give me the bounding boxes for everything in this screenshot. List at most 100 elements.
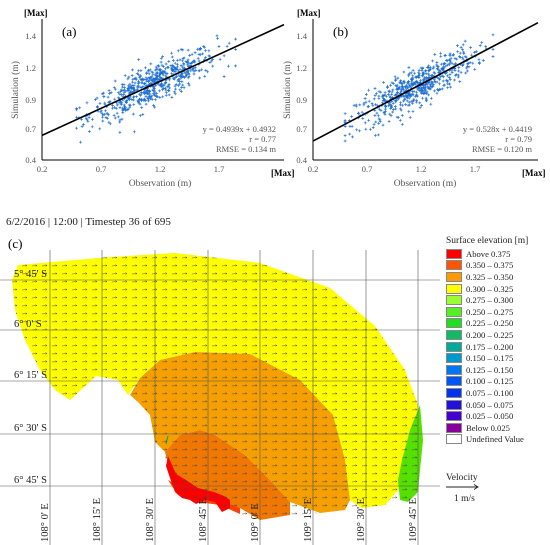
scatter-point	[446, 74, 449, 78]
scatter-point	[145, 79, 149, 83]
scatter-point	[166, 65, 170, 69]
scatter-point	[135, 95, 138, 98]
scatter-point	[450, 69, 454, 73]
scatter-point	[393, 99, 397, 103]
lon-label-10930: 109° 30' E	[356, 498, 367, 542]
scatter-point	[402, 88, 406, 92]
scatter-point	[186, 81, 190, 85]
scatter-point	[435, 61, 439, 64]
scatter-point	[148, 92, 152, 96]
scatter-point	[133, 81, 137, 85]
scatter-point	[407, 83, 411, 87]
scatter-point	[402, 79, 406, 83]
lon-label-10845: 108° 45' E	[198, 498, 209, 542]
x-max-label-a: [Max]	[271, 168, 295, 178]
scatter-point	[411, 99, 415, 103]
scatter-point	[155, 92, 158, 95]
legend-swatch	[446, 399, 462, 410]
scatter-point	[138, 97, 141, 101]
scatter-point	[158, 71, 162, 75]
scatter-point	[396, 86, 400, 90]
scatter-point	[412, 97, 416, 101]
scatter-point	[113, 105, 116, 109]
scatter-point	[100, 112, 104, 116]
scatter-point	[453, 67, 456, 70]
scatter-point	[384, 107, 387, 111]
scatter-point	[491, 48, 495, 51]
scatter-point	[402, 99, 405, 103]
legend-label: 0.075 – 0.100	[466, 387, 514, 398]
scatter-point	[415, 99, 418, 102]
scatter-plots: [Max] (a) Simulation (m) Observation (m)…	[10, 8, 546, 189]
scatter-point	[200, 68, 204, 72]
scatter-panel-b: [Max] (b) Simulation (m) Observation (m)…	[282, 8, 546, 189]
scatter-point	[160, 82, 163, 85]
scatter-point	[443, 62, 447, 65]
scatter-point	[84, 117, 88, 120]
scatter-point	[441, 62, 445, 66]
scatter-point	[491, 33, 495, 37]
scatter-point	[351, 135, 354, 139]
scatter-point	[170, 66, 174, 70]
scatter-point	[457, 66, 461, 69]
scatter-point	[167, 89, 170, 92]
scatter-point	[140, 106, 144, 109]
scatter-point	[390, 93, 394, 96]
scatter-point	[133, 130, 136, 134]
scatter-point	[363, 121, 367, 125]
scatter-point	[128, 98, 131, 102]
fit-line-a	[41, 23, 285, 137]
scatter-point	[399, 79, 403, 82]
scatter-point	[125, 99, 129, 103]
scatter-point	[124, 106, 128, 110]
scatter-point	[428, 84, 432, 88]
scatter-point	[429, 65, 432, 69]
scatter-point	[438, 88, 442, 91]
scatter-point	[116, 91, 120, 95]
scatter-point	[188, 54, 192, 57]
scatter-point	[123, 86, 126, 90]
scatter-point	[361, 117, 365, 120]
scatter-point	[204, 69, 208, 72]
scatter-point	[461, 43, 465, 47]
scatter-point	[146, 97, 150, 101]
scatter-point	[343, 112, 347, 116]
scatter-point	[455, 57, 459, 61]
legend-label: 0.325 – 0.350	[466, 271, 514, 282]
scatter-point	[193, 51, 197, 54]
scatter-point	[373, 94, 377, 97]
scatter-point	[80, 117, 83, 121]
scatter-point	[174, 87, 177, 91]
scatter-point	[108, 99, 112, 103]
scatter-point	[373, 114, 377, 117]
scatter-point	[377, 90, 381, 94]
scatter-point	[208, 61, 212, 64]
scatter-point	[473, 51, 476, 54]
x-tick-a-1.2: 1.2	[155, 164, 166, 174]
scatter-point	[352, 103, 356, 107]
scatter-point	[123, 74, 127, 78]
scatter-point	[470, 53, 474, 57]
scatter-point	[358, 129, 361, 133]
scatter-point	[435, 91, 439, 95]
scatter-point	[421, 78, 425, 82]
scatter-point	[391, 88, 395, 92]
scatter-point	[112, 86, 116, 90]
scatter-point	[467, 61, 470, 65]
scatter-point	[155, 95, 159, 98]
scatter-point	[408, 115, 412, 119]
scatter-point	[421, 71, 425, 74]
legend-label: 0.050 – 0.075	[466, 399, 514, 410]
scatter-point	[367, 118, 371, 122]
scatter-point	[467, 65, 471, 69]
scatter-point	[222, 75, 226, 78]
scatter-point	[447, 58, 451, 62]
x-tick-a-1.7: 1.7	[214, 164, 225, 174]
scatter-point	[437, 71, 441, 74]
scatter-point	[164, 81, 167, 85]
surface-elevation-map: (c) 5° 45' S 6° 0' S 6° 15' S 6° 30' S 6…	[0, 236, 440, 545]
scatter-point	[405, 95, 409, 98]
scatter-point	[431, 84, 435, 88]
legend-item: 0.025 – 0.050	[446, 410, 550, 422]
velocity-vectors	[12, 253, 420, 520]
